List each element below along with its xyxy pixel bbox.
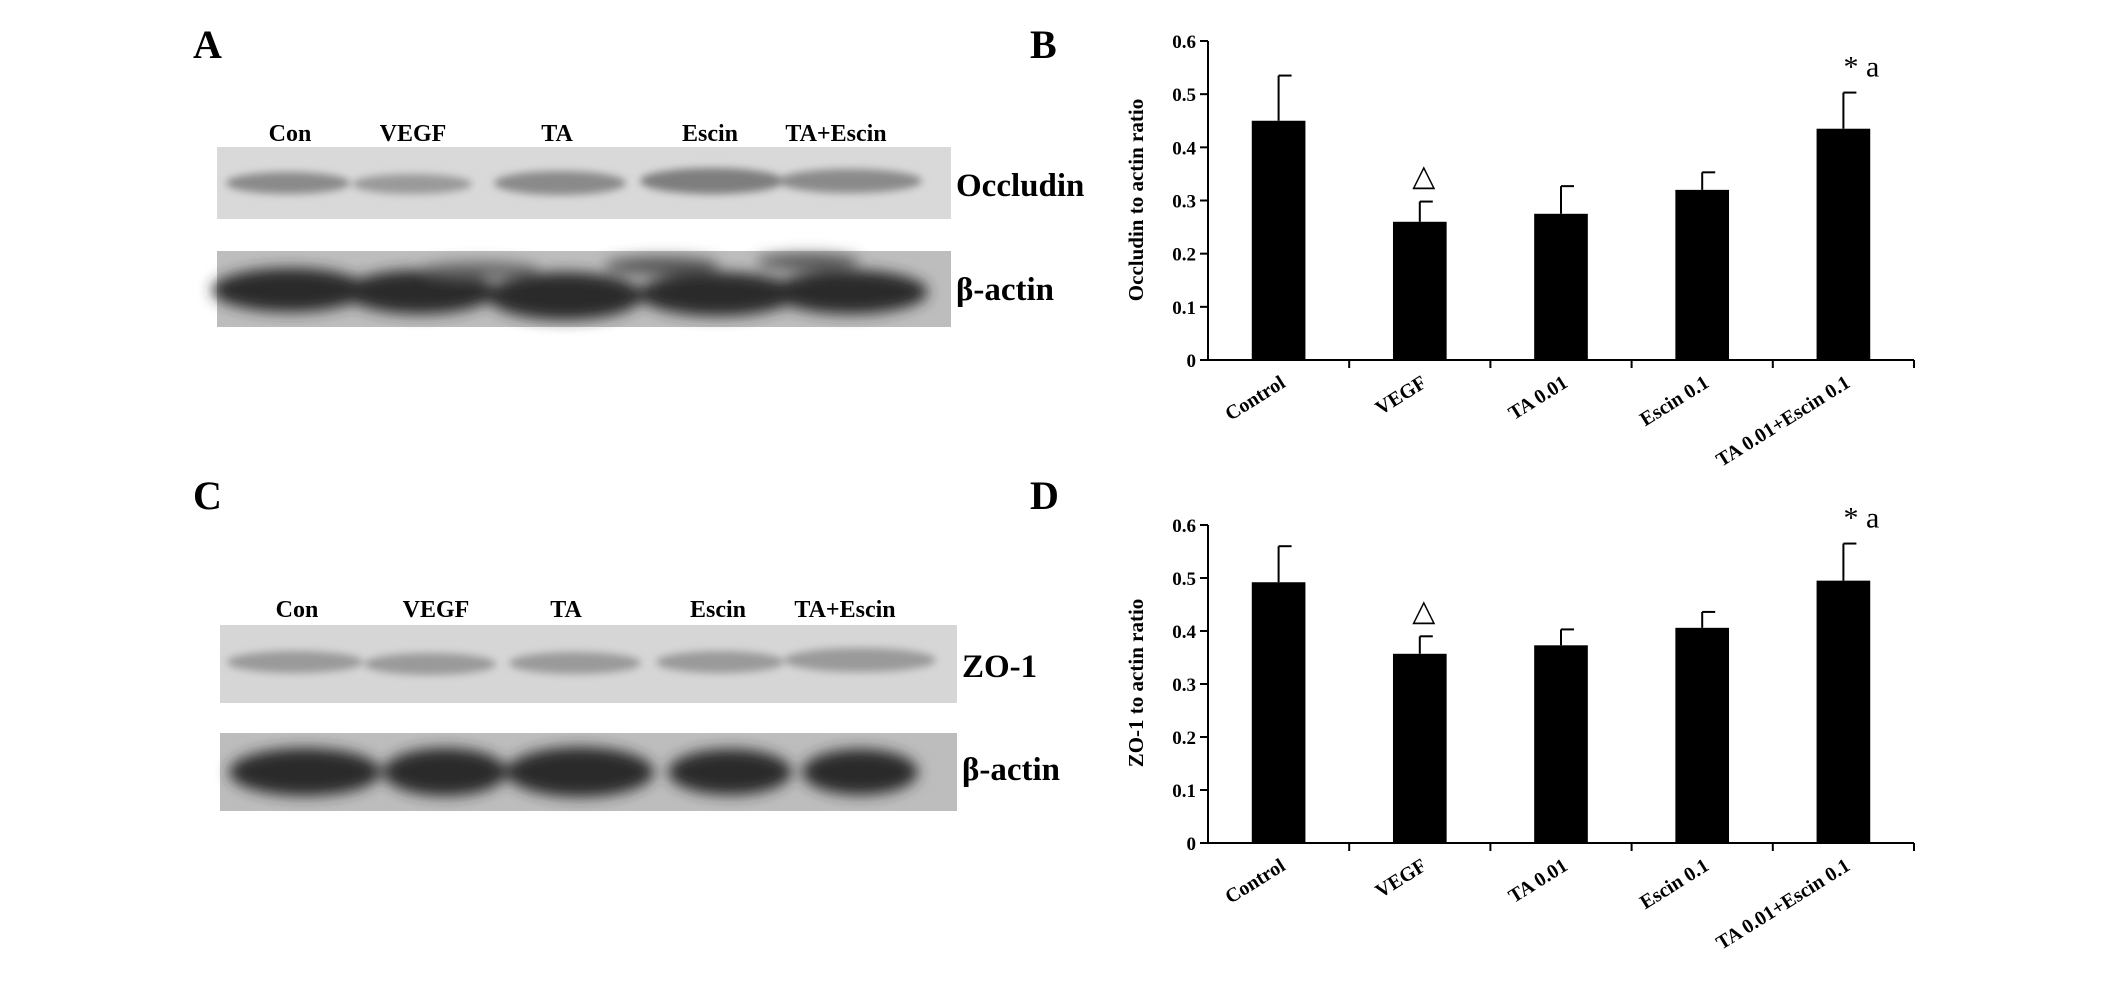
y-axis-label: Occludin to actin ratio [1124,99,1148,301]
panel-letter-c: C [193,473,222,518]
y-tick-label: 0.4 [1172,138,1196,159]
y-tick-label: 0.5 [1172,569,1196,590]
y-tick-label: 0.6 [1172,32,1196,53]
x-tick-label: TA 0.01+Escin 0.1 [1712,855,1854,955]
x-tick-label: VEGF [1372,372,1431,420]
x-tick-label: VEGF [1372,855,1431,903]
panel-letter-d: D [1030,473,1059,518]
western-blot-c: Con VEGF TA Escin TA+Escin ZO-1 [220,597,1060,811]
bar [1251,120,1306,360]
lane-label: Con [269,121,312,147]
bar [1816,128,1871,360]
x-tick-label: Control [1221,854,1289,908]
y-tick-label: 0.5 [1172,85,1196,106]
y-tick-label: 0.2 [1172,245,1196,266]
lane-label: TA [550,597,582,623]
blot-strip-beta-actin-c [220,733,957,811]
bar-chart-d: 0 0.1 0.2 0.3 0.4 0.5 0.6 ZO-1 to actin ratio Co… [1124,502,1915,955]
lane-label: TA [541,121,573,147]
lane-label: Con [276,597,319,623]
y-axis-label: ZO-1 to actin ratio [1124,599,1148,768]
y-tick-label: 0.3 [1172,675,1196,696]
bar [1392,653,1447,843]
x-tick-label: Control [1221,371,1289,425]
x-tick-label: TA 0.01 [1505,855,1572,908]
bar [1534,213,1588,360]
x-tick-label: TA 0.01 [1505,372,1572,425]
lane-label: TA+Escin [794,597,895,623]
lane-label: Escin [682,121,738,147]
blot-strip-occludin [217,147,951,219]
y-tick-label: 0 [1187,834,1197,855]
y-tick-label: 0.1 [1172,781,1196,802]
y-tick-label: 0.1 [1172,298,1196,319]
bar [1392,221,1447,360]
significance-marker: * a [1843,51,1879,84]
protein-label-zo1: ZO-1 [962,649,1037,685]
lane-label: Escin [690,597,746,623]
bar [1675,189,1730,360]
y-tick-label: 0.6 [1172,516,1196,537]
panel-letter-b: B [1030,22,1057,67]
lane-label: VEGF [403,597,470,623]
y-tick-label: 0.4 [1172,622,1196,643]
bar [1251,582,1306,843]
blot-strip-beta-actin-a [212,251,951,327]
bar [1675,627,1730,843]
y-tick-label: 0.3 [1172,192,1196,213]
bar-chart-b: 0 0.1 0.2 0.3 0.4 0.5 0.6 Occludin to actin rat… [1124,32,1915,472]
blot-strip-zo1 [220,625,957,703]
significance-marker: △ [1412,160,1435,193]
bar [1816,580,1871,843]
panel-letter-a: A [193,22,222,67]
protein-label-occludin: Occludin [956,168,1084,204]
bar [1534,645,1588,843]
y-tick-label: 0.2 [1172,728,1196,749]
lane-label: VEGF [380,121,447,147]
x-tick-label: Escin 0.1 [1636,372,1713,431]
protein-label-beta-actin: β-actin [956,272,1054,308]
protein-label-beta-actin: β-actin [962,752,1060,788]
x-tick-label: TA 0.01+Escin 0.1 [1712,372,1854,472]
lane-label: TA+Escin [785,121,886,147]
x-tick-label: Escin 0.1 [1636,855,1713,914]
western-blot-a: Con VEGF TA Escin TA+Escin Occludin [212,121,1084,327]
significance-marker: * a [1843,502,1879,535]
significance-marker: △ [1412,594,1435,627]
y-tick-label: 0 [1187,351,1197,372]
